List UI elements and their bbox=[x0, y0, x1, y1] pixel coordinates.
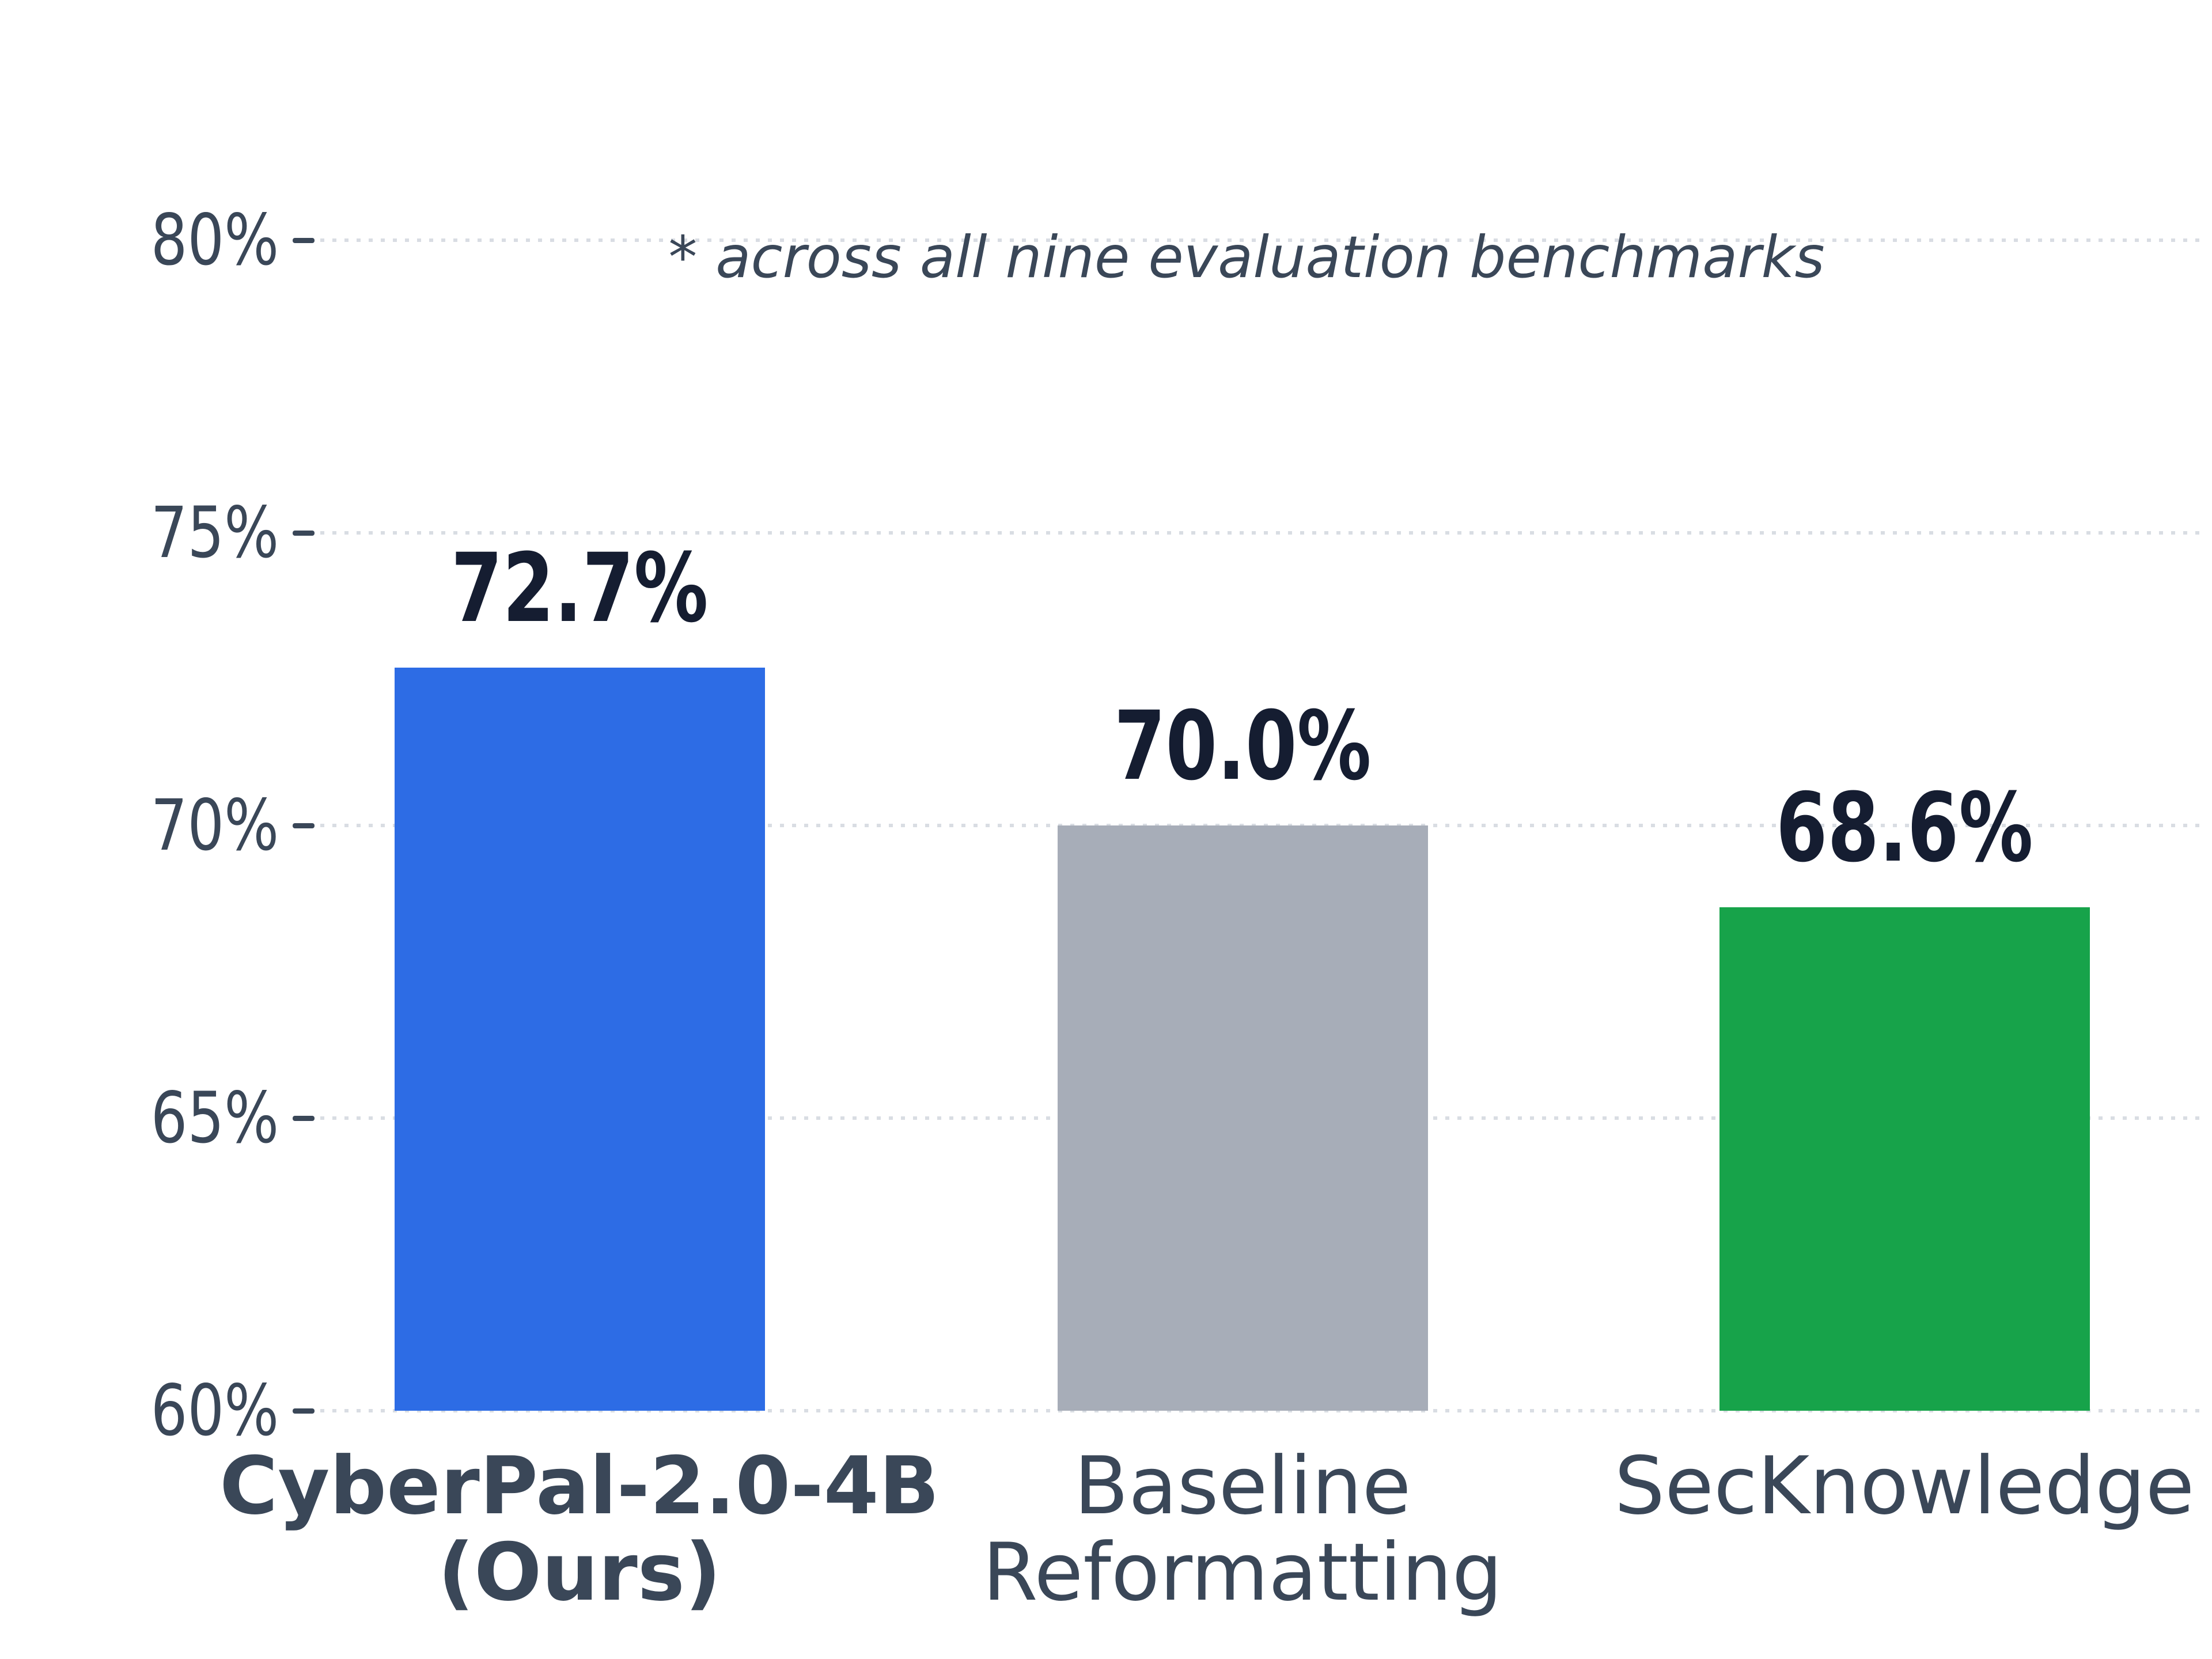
x-tick-label: CyberPal-2.0-4B (Ours) bbox=[219, 1440, 940, 1619]
bar-value-label: 70.0% bbox=[955, 691, 1531, 801]
y-tick-label-text: 60% bbox=[150, 1370, 279, 1452]
gridline bbox=[320, 531, 2205, 535]
y-tick-label-text: 70% bbox=[150, 785, 279, 866]
y-tick-mark bbox=[293, 530, 315, 536]
chart-annotation: * across all nine evaluation benchmarks bbox=[668, 224, 1825, 291]
y-tick-label: 60% bbox=[37, 1365, 279, 1457]
y-tick-label-text: 65% bbox=[150, 1077, 279, 1159]
y-tick-mark bbox=[293, 237, 315, 243]
y-tick-label: 75% bbox=[37, 487, 279, 579]
bar-value-label: 68.6% bbox=[1616, 772, 2192, 884]
y-tick-mark bbox=[293, 1408, 315, 1414]
y-tick-label: 70% bbox=[37, 779, 279, 872]
x-tick-label: SecKnowledge bbox=[1614, 1440, 2195, 1532]
bar bbox=[1719, 907, 2090, 1411]
bar-value-text: 72.7% bbox=[450, 532, 709, 643]
y-tick-mark bbox=[293, 823, 315, 828]
bar-value-text: 70.0% bbox=[1113, 691, 1372, 801]
gridline bbox=[320, 238, 2205, 242]
y-tick-label-text: 75% bbox=[150, 492, 279, 574]
y-tick-label: 65% bbox=[37, 1072, 279, 1164]
y-tick-label-text: 80% bbox=[150, 199, 279, 281]
y-tick-label: 80% bbox=[37, 194, 279, 286]
bar bbox=[1057, 825, 1428, 1411]
bar bbox=[394, 667, 765, 1411]
gridline bbox=[320, 1409, 2205, 1412]
x-tick-label: Baseline Reformatting bbox=[982, 1440, 1503, 1619]
bar-value-label: 72.7% bbox=[291, 532, 868, 643]
bar-value-text: 68.6% bbox=[1775, 772, 2033, 884]
y-tick-mark bbox=[293, 1115, 315, 1121]
